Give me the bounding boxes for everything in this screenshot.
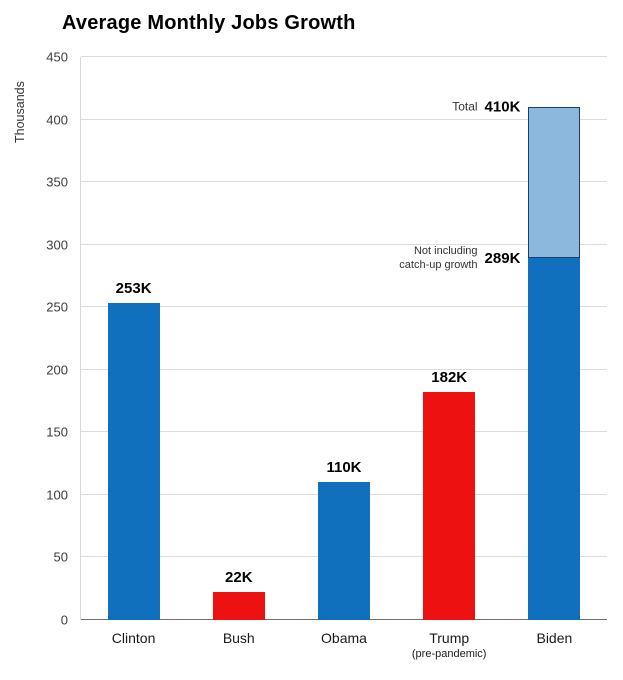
annotation-not-including-catchup: Not including catch-up growth 289K: [399, 245, 520, 273]
bar-clinton: [107, 303, 160, 620]
x-axis-label-text-biden: Biden: [536, 630, 573, 646]
bar-trump: [423, 392, 476, 620]
y-tick-label-400: 400: [46, 112, 68, 128]
annotation-catchup-prefix: Not including catch-up growth: [399, 244, 478, 271]
x-axis-label-biden: Biden: [502, 630, 607, 647]
y-tick-label-0: 0: [60, 612, 68, 628]
x-axis-label-bush: Bush: [186, 630, 291, 647]
gridline-450: [81, 56, 607, 57]
bar-biden-catchup-segment: [528, 107, 581, 259]
x-axis-label-text-trump: Trump: [429, 630, 470, 646]
annotation-catchup-value: 289K: [484, 249, 521, 267]
y-tick-label-200: 200: [46, 362, 68, 378]
bar-biden: [528, 258, 581, 620]
value-label-bush: 22K: [225, 569, 253, 587]
value-label-clinton: 253K: [115, 280, 152, 298]
gridline-400: [81, 118, 607, 120]
x-axis-label-trump: Trump (pre-pandemic): [397, 630, 502, 661]
y-tick-label-150: 150: [46, 424, 68, 440]
gridline-250: [81, 306, 607, 308]
y-axis-title: Thousands: [13, 81, 27, 143]
x-axis-label-obama: Obama: [291, 630, 396, 647]
y-tick-label-450: 450: [46, 49, 68, 65]
annotation-total: Total 410K: [452, 99, 520, 116]
value-label-trump: 182K: [431, 369, 468, 387]
y-tick-label-100: 100: [46, 487, 68, 503]
y-tick-label-300: 300: [46, 237, 68, 253]
bar-obama: [317, 482, 370, 620]
plot-area: Total 410K Not including catch-up growth…: [46, 50, 607, 660]
annotation-total-value: 410K: [484, 98, 521, 116]
x-axis-sublabel-trump: (pre-pandemic): [411, 647, 487, 660]
y-tick-label-350: 350: [46, 174, 68, 190]
annotation-total-prefix: Total: [452, 99, 478, 114]
gridline-200: [81, 368, 607, 370]
bar-slot-bush: 22K Bush: [186, 57, 291, 646]
gridline-350: [81, 181, 607, 183]
x-axis-label-text-obama: Obama: [321, 630, 367, 646]
value-label-obama: 110K: [326, 459, 362, 477]
bar-slot-trump: 182K Trump (pre-pandemic): [397, 57, 502, 659]
bar-bush: [212, 592, 265, 620]
y-tick-label-50: 50: [53, 549, 68, 565]
x-axis-label-text-clinton: Clinton: [111, 630, 156, 646]
bar-slot-obama: 110K Obama: [291, 57, 396, 646]
x-axis-label-clinton: Clinton: [81, 630, 186, 647]
gridline-300: [81, 243, 607, 245]
gridline-150: [81, 431, 607, 433]
y-tick-label-250: 250: [46, 299, 68, 315]
x-axis-label-text-bush: Bush: [222, 630, 255, 646]
bar-slot-clinton: 253K Clinton: [81, 57, 186, 646]
bar-slot-biden: Biden: [502, 57, 607, 646]
chart-title: Average Monthly Jobs Growth: [62, 12, 356, 34]
